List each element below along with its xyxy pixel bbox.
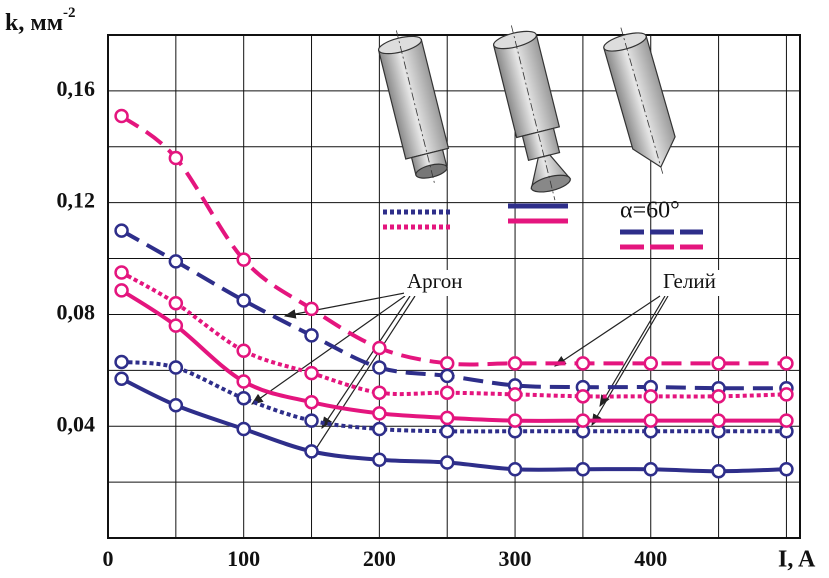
x-tick-label: 200 [363,546,396,571]
data-point [439,356,455,371]
y-axis-label-sup: -2 [63,5,76,21]
data-point [304,394,319,410]
data-point [304,365,319,381]
annotation-bg [660,270,726,296]
data-point [575,413,591,428]
data-point [711,413,726,428]
x-tick-label: 400 [634,546,667,571]
annotation-arrows [251,291,669,460]
data-point [114,265,129,280]
y-axis-label-text: k, мм [5,10,63,36]
data-point [236,391,251,406]
x-tick-label: 0 [103,546,114,571]
y-axis-label: k, мм-2 [5,5,76,35]
data-point [168,296,184,311]
data-point [114,283,129,298]
data-point [372,421,387,437]
data-point [711,463,726,479]
annotation-bg [404,270,472,296]
y-tick-label: 0,16 [57,76,96,101]
data-point [168,318,184,333]
electrode-flat [377,30,450,186]
data-point [236,421,251,437]
data-point [643,462,658,477]
electrode-truncated [492,25,572,201]
data-point [507,462,523,477]
data-point [439,368,455,384]
y-tick-label: 0,08 [57,299,96,324]
data-point [372,360,387,375]
data-point [439,455,455,470]
angle-label: α=60° [620,198,680,224]
data-point [575,389,591,404]
data-point [114,223,129,238]
data-point [304,444,319,459]
data-point [439,410,455,426]
data-point [575,462,591,477]
series-line [120,288,787,423]
electrode-cone [603,27,676,177]
data-point [304,301,319,317]
data-point [372,340,387,356]
data-point [372,385,387,400]
data-point [711,356,726,371]
data-point [168,398,184,413]
annotation: Аргон [407,269,463,293]
data-point [372,406,387,421]
y-tick-label: 0,12 [57,188,96,213]
data-point [439,385,455,400]
data-point [779,387,794,402]
data-point [114,354,129,370]
data-point [779,413,794,428]
x-axis-label: I, A [778,547,816,573]
data-point [643,356,658,371]
series-line [120,114,787,367]
x-tick-label: 100 [227,546,260,571]
data-point [779,462,794,477]
plot-frame [107,34,801,539]
data-point [168,360,184,375]
data-point [575,356,591,371]
data-point [711,389,726,404]
data-point [236,343,251,359]
x-tick-label: 300 [499,546,532,571]
data-point [168,150,184,166]
data-point [779,356,794,371]
data-point [439,424,455,439]
data-point [643,389,658,404]
data-point [236,374,251,389]
data-point [507,356,523,371]
data-point [507,387,523,402]
data-point [372,452,387,468]
data-point [507,413,523,428]
data-point [114,371,129,386]
data-point [304,413,319,428]
annotation: Гелий [663,269,716,293]
data-point [168,254,184,269]
data-point [643,413,658,428]
data-point [236,293,251,308]
data-point [304,328,319,343]
data-point [236,252,251,267]
data-point [114,108,129,124]
y-tick-label: 0,04 [57,411,96,436]
